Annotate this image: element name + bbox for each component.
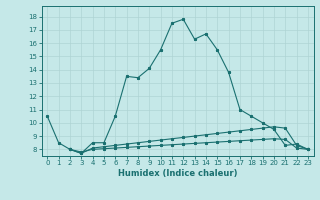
X-axis label: Humidex (Indice chaleur): Humidex (Indice chaleur) — [118, 169, 237, 178]
